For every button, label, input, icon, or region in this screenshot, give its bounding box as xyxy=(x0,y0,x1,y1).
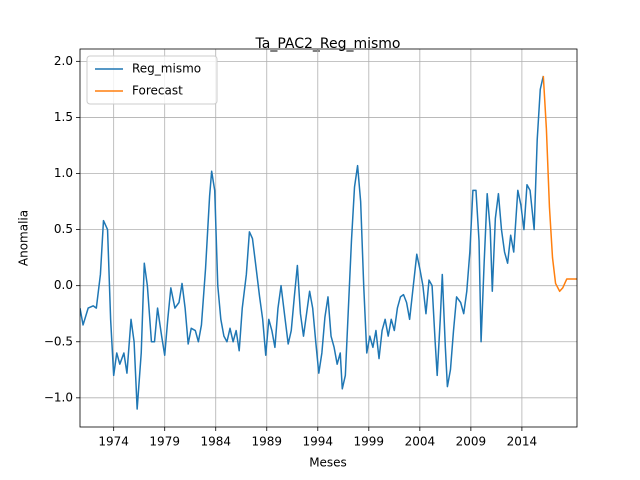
y-tick-label: 1.0 xyxy=(54,166,73,180)
x-tick-label: 2014 xyxy=(507,435,538,449)
x-tick-label: 1989 xyxy=(251,435,282,449)
x-tick-label: 1999 xyxy=(354,435,385,449)
legend-box xyxy=(86,55,218,105)
x-tick-label: 2004 xyxy=(405,435,436,449)
y-tick-label: 0.5 xyxy=(54,222,73,236)
series-line xyxy=(80,75,545,410)
plot-frame xyxy=(79,48,578,428)
legend-label: Reg_mismo xyxy=(132,62,201,76)
x-tick-label: 2009 xyxy=(456,435,487,449)
x-tick-label: 1994 xyxy=(303,435,334,449)
x-axis-label: Meses xyxy=(309,456,347,470)
series-line xyxy=(542,75,577,293)
y-tick-label: 1.5 xyxy=(54,110,73,124)
legend-label: Forecast xyxy=(132,84,183,98)
x-tick-label: 1974 xyxy=(98,435,129,449)
y-tick-label: −1.0 xyxy=(44,390,73,404)
x-tick-label: 1984 xyxy=(200,435,231,449)
y-tick-label: 0.0 xyxy=(54,278,73,292)
chart-title: Ta_PAC2_Reg_mismo xyxy=(255,36,401,52)
y-axis-label: Anomalia xyxy=(17,210,31,266)
x-tick-label: 1979 xyxy=(149,435,180,449)
y-tick-label: −0.5 xyxy=(44,334,73,348)
y-tick-label: 2.0 xyxy=(54,54,73,68)
